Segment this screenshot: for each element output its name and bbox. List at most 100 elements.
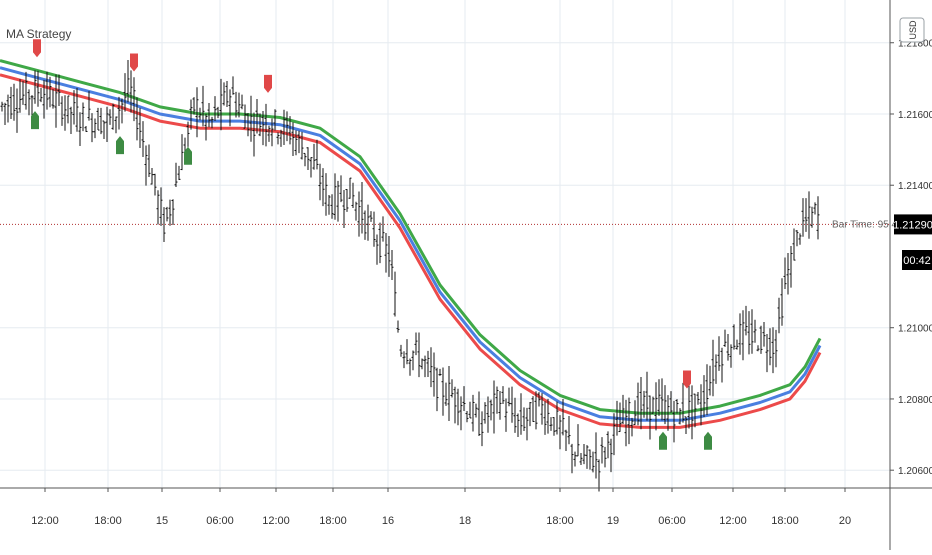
- price-bar: [462, 386, 466, 411]
- price-bar: [168, 199, 172, 226]
- price-bar: [603, 446, 607, 468]
- y-tick-label: 1.21000: [898, 324, 932, 335]
- price-bar: [624, 399, 628, 447]
- price-bar: [108, 109, 112, 125]
- price-bar: [45, 71, 49, 110]
- price-bar: [816, 196, 820, 240]
- price-bar: [777, 297, 781, 334]
- price-bar: [579, 452, 583, 466]
- price-bar: [405, 339, 409, 365]
- price-bar: [240, 94, 244, 110]
- price-bar: [417, 332, 421, 378]
- price-bar: [354, 201, 358, 221]
- price-bar: [444, 382, 448, 406]
- bar-time-label: Bar Time: 95.4%: [832, 219, 906, 230]
- price-bar: [333, 173, 337, 220]
- price-bar: [660, 378, 664, 421]
- price-bar: [120, 98, 124, 124]
- indicator-title: MA Strategy: [6, 27, 71, 41]
- price-bar: [480, 411, 484, 447]
- grid: [0, 0, 890, 488]
- price-bar: [705, 364, 709, 416]
- price-bar: [150, 167, 154, 185]
- price-bar: [606, 431, 610, 459]
- price-bar: [111, 103, 115, 130]
- price-bar: [681, 382, 685, 423]
- x-tick-label: 06:00: [206, 515, 234, 527]
- price-bar: [156, 190, 160, 225]
- price-bar: [147, 144, 151, 177]
- price-bar: [96, 107, 100, 131]
- price-bar: [594, 432, 598, 479]
- price-bar: [21, 80, 25, 105]
- price-bar: [489, 399, 493, 421]
- currency-badge-label: USD: [908, 20, 918, 40]
- price-bar: [765, 333, 769, 373]
- price-bar: [525, 407, 529, 441]
- countdown-label: 00:42: [903, 255, 931, 267]
- price-bar: [381, 216, 385, 242]
- price-bar: [684, 416, 688, 434]
- price-bar: [87, 91, 91, 121]
- currency-badge[interactable]: USD: [899, 17, 925, 43]
- price-bar: [132, 77, 136, 122]
- x-tick-label: 06:00: [658, 515, 686, 527]
- price-bar: [582, 443, 586, 465]
- price-bar: [639, 377, 643, 430]
- price-bar: [699, 384, 703, 426]
- price-bar: [300, 131, 304, 160]
- price-bar: [24, 71, 28, 110]
- price-bar: [585, 445, 589, 469]
- price-bar: [144, 145, 148, 186]
- price-bar: [744, 305, 748, 336]
- price-bar: [693, 393, 697, 428]
- price-bar: [273, 109, 277, 131]
- price-bar: [741, 310, 745, 361]
- price-bar: [801, 198, 805, 237]
- price-bar: [627, 397, 631, 445]
- price-bar: [123, 73, 127, 112]
- price-bar: [270, 118, 274, 147]
- price-bar: [657, 379, 661, 416]
- price-bar: [570, 443, 574, 474]
- y-tick-label: 1.21400: [898, 181, 932, 192]
- price-bar: [591, 451, 595, 473]
- price-bar: [504, 398, 508, 432]
- price-bar: [414, 332, 418, 356]
- price-bar: [165, 206, 169, 222]
- sell-signal-marker: [130, 53, 138, 72]
- price-bar: [387, 235, 391, 277]
- x-tick-label: 16: [382, 515, 394, 527]
- price-bar: [261, 111, 265, 146]
- price-bar: [384, 233, 388, 273]
- price-bar: [450, 379, 454, 398]
- price-bar: [732, 324, 736, 350]
- price-bar: [351, 182, 355, 209]
- price-bar: [528, 401, 532, 427]
- price-bar: [747, 311, 751, 355]
- price-bar: [174, 162, 178, 188]
- price-bar: [531, 396, 535, 422]
- price-bar: [618, 402, 622, 433]
- price-bar: [336, 180, 340, 222]
- price-bar: [645, 371, 649, 421]
- price-bar: [42, 79, 46, 119]
- price-bar: [0, 101, 4, 112]
- price-bar: [57, 74, 61, 107]
- price-bar: [495, 386, 499, 414]
- price-bar: [267, 125, 271, 142]
- price-bar: [285, 111, 289, 142]
- price-bar: [429, 347, 433, 388]
- price-bar: [690, 385, 694, 440]
- price-bar: [798, 233, 802, 245]
- price-bar: [759, 325, 763, 354]
- price-bar: [447, 365, 451, 422]
- price-bar: [552, 417, 556, 436]
- buy-signal-marker: [31, 111, 39, 130]
- price-bar: [234, 91, 238, 118]
- price-bar: [609, 438, 613, 473]
- price-bar: [378, 222, 382, 264]
- price-bar: [501, 386, 505, 405]
